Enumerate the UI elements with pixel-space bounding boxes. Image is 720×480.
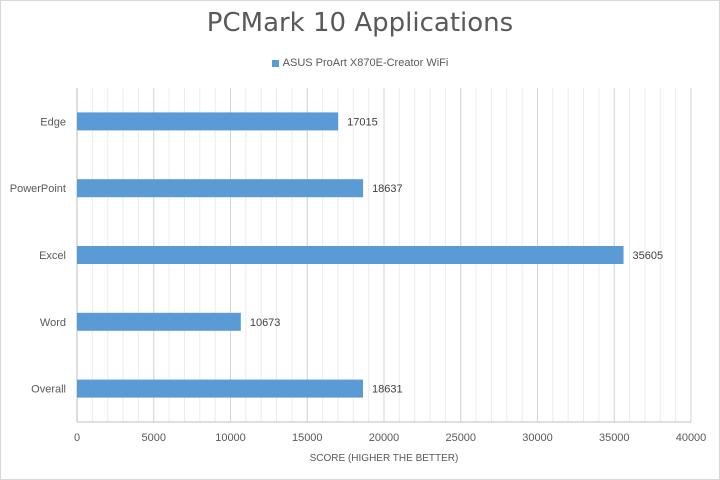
x-tick-label: 15000	[292, 432, 323, 444]
x-axis-title: SCORE (HIGHER THE BETTER)	[310, 453, 459, 464]
legend-label: ASUS ProArt X870E-Creator WiFi	[282, 57, 449, 70]
bar	[77, 179, 364, 198]
chart-title: PCMark 10 Applications	[206, 8, 514, 38]
bar	[77, 112, 339, 131]
legend-swatch	[271, 59, 279, 67]
y-category-label: Excel	[39, 250, 66, 262]
x-tick-label: 20000	[369, 432, 400, 444]
legend: ASUS ProArt X870E-Creator WiFi	[0, 57, 720, 69]
y-category-label: Edge	[40, 116, 66, 128]
x-tick-label: 35000	[599, 432, 630, 444]
y-category-label: Word	[40, 317, 66, 329]
x-tick-label: 0	[74, 432, 80, 444]
bar	[77, 312, 241, 331]
x-tick-label: 30000	[522, 432, 553, 444]
x-tick-label: 10000	[215, 432, 246, 444]
data-label: 17015	[347, 116, 378, 128]
data-label: 18631	[372, 384, 403, 396]
x-tick-label: 25000	[445, 432, 476, 444]
bar	[77, 379, 363, 398]
data-label: 18637	[372, 183, 403, 195]
data-label: 10673	[250, 317, 281, 329]
x-tick-label: 5000	[142, 432, 166, 444]
data-label: 35605	[633, 250, 664, 262]
bar	[77, 246, 624, 264]
y-category-label: Overall	[31, 384, 66, 396]
y-category-label: PowerPoint	[10, 183, 66, 195]
x-tick-label: 40000	[676, 432, 707, 444]
